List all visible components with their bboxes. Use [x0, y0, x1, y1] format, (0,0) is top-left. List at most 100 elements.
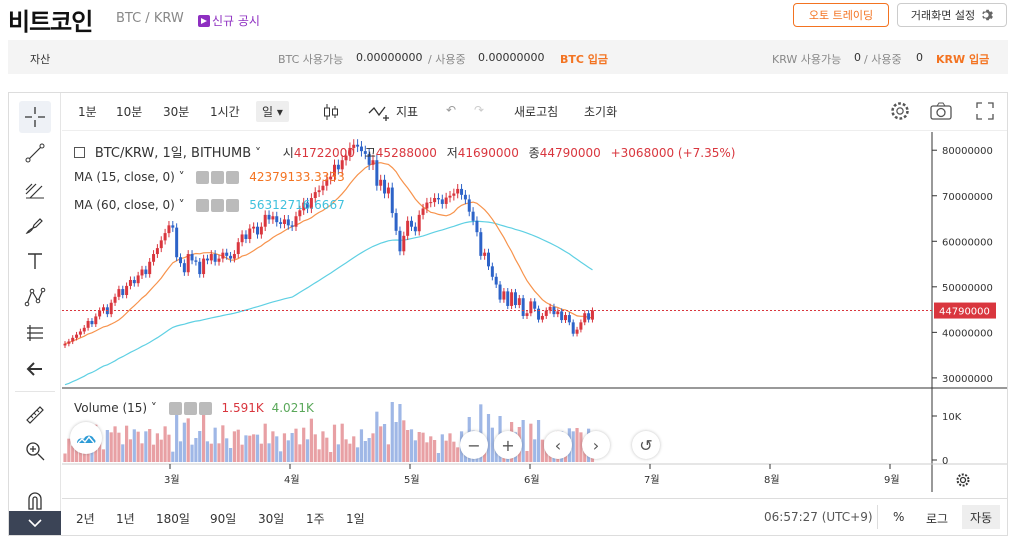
range-30d[interactable]: 30일	[258, 512, 285, 526]
candle-body	[63, 343, 67, 346]
zoom-tool[interactable]	[19, 435, 51, 467]
candle-body	[440, 199, 444, 204]
volume-legend[interactable]: Volume (15) ˅ 1.591K 4.021K	[74, 401, 314, 415]
interval-1m[interactable]: 1분	[78, 105, 97, 119]
candle-body	[309, 198, 313, 209]
indicator-button[interactable]: 지표	[396, 105, 419, 119]
brush-tool[interactable]	[19, 209, 51, 241]
btc-available-value: 0.00000000	[356, 51, 423, 64]
fullscreen-icon[interactable]	[976, 102, 994, 120]
candle-type-icon[interactable]	[322, 102, 340, 122]
candle-body	[417, 214, 421, 232]
range-90d[interactable]: 90일	[210, 512, 237, 526]
redo-button[interactable]: ↷	[474, 103, 485, 117]
range-1d[interactable]: 1일	[346, 512, 365, 526]
candle-body	[348, 147, 352, 156]
interval-1h[interactable]: 1시간	[210, 105, 240, 119]
refresh-button[interactable]: 새로고침	[514, 105, 559, 119]
camera-icon[interactable]	[930, 102, 952, 120]
range-2y[interactable]: 2년	[76, 512, 95, 526]
legend-low-label: 저	[446, 146, 458, 160]
auto-scale-label: 자동	[969, 510, 993, 525]
ma15-value: 42379133.3333	[249, 170, 345, 184]
candle-body	[125, 285, 129, 296]
volume-bar	[529, 423, 533, 462]
krw-deposit-link[interactable]: KRW 입금	[936, 53, 990, 66]
pattern-icon	[24, 287, 46, 307]
volume-bar	[440, 434, 444, 462]
scroll-right-button[interactable]: ›	[582, 431, 610, 459]
candle-body	[294, 216, 298, 227]
prediction-tool[interactable]	[19, 317, 51, 349]
axis-settings-gear-icon[interactable]	[955, 472, 971, 488]
volume-controls[interactable]	[168, 402, 212, 415]
btc-in-use-value: 0.00000000	[478, 51, 545, 64]
volume-bar	[544, 446, 548, 462]
candle-body	[425, 202, 429, 209]
text-tool[interactable]	[19, 245, 51, 277]
zoom-in-button[interactable]: +	[494, 431, 522, 459]
volume-bar	[240, 444, 244, 462]
candle-body	[498, 284, 502, 300]
hide-toolbar-button[interactable]	[19, 353, 51, 385]
volume-bar	[148, 429, 152, 462]
btc-deposit-link[interactable]: BTC 입금	[560, 53, 609, 66]
auto-trading-button[interactable]: 오토 트레이딩	[793, 3, 889, 27]
candle-body	[513, 292, 517, 306]
cloud-logo-icon	[77, 435, 96, 444]
volume-bar	[140, 443, 144, 462]
crosshair-tool[interactable]	[19, 101, 51, 133]
candle-body	[225, 252, 229, 256]
volume-bar	[236, 429, 240, 462]
interval-10m[interactable]: 10분	[116, 105, 143, 119]
scroll-left-button[interactable]: ‹	[544, 431, 572, 459]
interval-day[interactable]: 일 ▾	[256, 101, 289, 122]
trendline-tool[interactable]	[19, 137, 51, 169]
legend-change: +3068000 (+7.35%)	[610, 146, 736, 160]
candle-body	[82, 327, 86, 332]
candle-body	[544, 310, 548, 316]
expand-tools-button[interactable]	[9, 511, 61, 535]
range-1y[interactable]: 1년	[116, 512, 135, 526]
ma60-legend[interactable]: MA (60, close, 0) ˅ 56312716.6667	[74, 198, 345, 212]
pattern-tool[interactable]	[19, 281, 51, 313]
candle-body	[171, 225, 175, 228]
candle-body	[256, 226, 259, 235]
candle-body	[144, 269, 148, 275]
volume-bar	[151, 444, 156, 462]
zoom-out-button[interactable]: −	[460, 431, 488, 459]
volume-bar	[386, 444, 390, 462]
magnet-tool[interactable]	[19, 485, 51, 517]
interval-30m[interactable]: 30분	[163, 105, 190, 119]
ma15-controls[interactable]	[196, 171, 240, 184]
trendline-icon	[25, 143, 45, 163]
volume-bar	[275, 436, 279, 462]
auto-scale-toggle[interactable]: 자동	[962, 505, 1000, 529]
candle-body	[452, 193, 456, 196]
ma15-legend[interactable]: MA (15, close, 0) ˅ 42379133.3333	[74, 170, 345, 184]
volume-bar	[178, 441, 183, 462]
ma60-label: MA (60, close, 0)	[74, 198, 175, 212]
volume-bar	[433, 440, 437, 462]
undo-button[interactable]: ↶	[446, 103, 457, 117]
notice-link[interactable]: 신규 공시	[198, 12, 260, 29]
percent-toggle[interactable]: %	[893, 510, 905, 524]
range-180d[interactable]: 180일	[156, 512, 190, 526]
volume-bar	[136, 431, 140, 462]
screen-settings-button[interactable]: 거래화면 설정	[897, 3, 1007, 27]
candle-body	[375, 160, 379, 186]
ma60-controls[interactable]	[196, 199, 240, 212]
candlestick-chart[interactable]: 80000000 70000000 60000000 50000000 40000000…	[62, 132, 1007, 498]
measure-tool[interactable]	[19, 399, 51, 431]
reset-button[interactable]: 초기화	[584, 105, 618, 119]
candle-body	[444, 197, 448, 204]
volume-bar	[90, 445, 94, 462]
collapse-legend-icon[interactable]	[74, 147, 85, 158]
asset-bar: 자산 BTC 사용가능 0.00000000 / 사용중 0.00000000 …	[8, 40, 1008, 74]
fib-tool[interactable]	[19, 173, 51, 205]
reset-view-button[interactable]: ↺	[632, 431, 660, 459]
range-1w[interactable]: 1주	[306, 512, 325, 526]
settings-gear-icon[interactable]	[890, 101, 910, 121]
log-toggle[interactable]: 로그	[926, 512, 949, 526]
chart-plot[interactable]: 80000000 70000000 60000000 50000000 40000000…	[62, 132, 1007, 498]
